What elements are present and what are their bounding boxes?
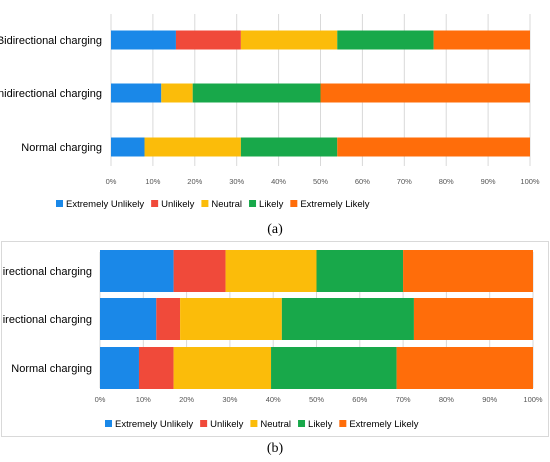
chart-a-bar-unidirectional-charging-extremely-unlikely bbox=[111, 83, 162, 103]
chart-a-category-label: Unidirectional charging bbox=[0, 88, 102, 100]
chart-b-legend-label-unlikely: Unlikely bbox=[210, 419, 244, 430]
chart-a-category-label: Normal charging bbox=[21, 142, 102, 154]
chart-b-x-tick-label: 0% bbox=[95, 395, 106, 404]
chart-a: 0% 10% 20% 30% 40% 50% 60% 70% 80% 90% 100% Bidirec… bbox=[0, 0, 550, 214]
chart-b-legend-label-extremely-unlikely: Extremely Unlikely bbox=[115, 419, 193, 430]
chart-b-x-tick-label: 20% bbox=[179, 395, 194, 404]
chart-b-x-tick-label: 60% bbox=[352, 395, 367, 404]
chart-b-bar-normal-charging-extremely-likely bbox=[396, 347, 533, 389]
chart-b-bar-normal-charging-likely bbox=[271, 347, 397, 389]
caption-a: (a) bbox=[267, 222, 283, 237]
chart-b-bar-unidirectional-charging-extremely-likely bbox=[413, 298, 533, 340]
chart-b-bar-bidirectional-charging-extremely-unlikely bbox=[100, 250, 174, 292]
chart-b-bar-unidirectional-charging-extremely-unlikely bbox=[100, 298, 157, 340]
chart-b-category-label: Unidirectional charging bbox=[2, 314, 92, 326]
chart-a-legend-label-extremely-unlikely: Extremely Unlikely bbox=[66, 199, 144, 210]
chart-b-x-tick-label: 100% bbox=[523, 395, 543, 404]
chart-a-x-tick-label: 80% bbox=[439, 177, 454, 186]
chart-a-bar-normal-charging-neutral bbox=[144, 137, 241, 157]
chart-b-bar-unidirectional-charging-unlikely bbox=[156, 298, 181, 340]
chart-b-legend-label-neutral: Neutral bbox=[260, 419, 291, 430]
chart-a-x-tick-label: 0% bbox=[106, 177, 117, 186]
chart-a-legend-swatch-likely bbox=[249, 200, 257, 207]
chart-b-x-tick-label: 70% bbox=[396, 395, 411, 404]
chart-b-bar-normal-charging-neutral bbox=[173, 347, 272, 389]
chart-a-legend-swatch-extremely-unlikely bbox=[56, 200, 63, 207]
chart-b-x-tick-label: 40% bbox=[266, 395, 281, 404]
chart-a-svg: 0% 10% 20% 30% 40% 50% 60% 70% 80% 90% 100% Bidirec… bbox=[0, 14, 540, 210]
chart-a-legend-label-extremely-likely: Extremely Likely bbox=[300, 199, 369, 210]
chart-b-bar-unidirectional-charging-neutral bbox=[180, 298, 282, 340]
chart-a-legend-label-unlikely: Unlikely bbox=[161, 199, 195, 210]
chart-b-bar-bidirectional-charging-extremely-likely bbox=[403, 250, 533, 292]
chart-b-legend-swatch-likely bbox=[298, 420, 306, 427]
chart-a-x-tick-label: 70% bbox=[397, 177, 412, 186]
chart-b: 0% 10% 20% 30% 40% 50% 60% 70% 80% 90% 100% Bidirec… bbox=[1, 241, 549, 437]
chart-a-bar-bidirectional-charging-unlikely bbox=[175, 30, 241, 50]
chart-b-legend-swatch-extremely-likely bbox=[339, 420, 347, 427]
chart-b-svg: 0% 10% 20% 30% 40% 50% 60% 70% 80% 90% 100% Bidirec… bbox=[2, 250, 543, 430]
chart-b-category-label: Bidirectional charging bbox=[2, 266, 92, 278]
chart-b-x-tick-label: 10% bbox=[136, 395, 151, 404]
chart-b-bar-bidirectional-charging-neutral bbox=[225, 250, 317, 292]
chart-a-bar-bidirectional-charging-extremely-likely bbox=[433, 30, 530, 50]
chart-b-legend-swatch-neutral bbox=[250, 420, 258, 427]
chart-a-bar-unidirectional-charging-extremely-likely bbox=[320, 83, 530, 103]
chart-a-x-tick-label: 100% bbox=[520, 177, 540, 186]
chart-b-bar-unidirectional-charging-likely bbox=[281, 298, 414, 340]
chart-a-legend-label-neutral: Neutral bbox=[211, 199, 242, 210]
chart-a-x-tick-label: 60% bbox=[355, 177, 370, 186]
chart-a-bar-unidirectional-charging-likely bbox=[192, 83, 321, 103]
chart-a-category-label: Bidirectional charging bbox=[0, 35, 102, 47]
chart-b-x-tick-label: 90% bbox=[482, 395, 497, 404]
chart-a-x-tick-label: 50% bbox=[313, 177, 328, 186]
chart-b-x-tick-label: 30% bbox=[222, 395, 237, 404]
chart-a-x-tick-label: 20% bbox=[187, 177, 202, 186]
chart-b-legend-label-extremely-likely: Extremely Likely bbox=[349, 419, 418, 430]
chart-a-bar-bidirectional-charging-likely bbox=[337, 30, 434, 50]
chart-a-bar-normal-charging-extremely-unlikely bbox=[111, 137, 145, 157]
chart-a-bar-unidirectional-charging-neutral bbox=[161, 83, 193, 103]
chart-b-x-tick-label: 50% bbox=[309, 395, 324, 404]
chart-a-x-tick-label: 40% bbox=[271, 177, 286, 186]
chart-a-bar-bidirectional-charging-neutral bbox=[240, 30, 338, 50]
chart-a-bar-normal-charging-likely bbox=[240, 137, 338, 157]
chart-b-category-label: Normal charging bbox=[11, 363, 92, 375]
chart-a-legend-swatch-unlikely bbox=[151, 200, 159, 207]
chart-b-legend-swatch-unlikely bbox=[200, 420, 208, 427]
chart-a-legend-label-likely: Likely bbox=[259, 199, 284, 210]
caption-b: (b) bbox=[266, 441, 284, 456]
chart-a-x-tick-label: 90% bbox=[481, 177, 496, 186]
chart-a-bar-normal-charging-extremely-likely bbox=[337, 137, 530, 157]
chart-b-bar-normal-charging-unlikely bbox=[138, 347, 174, 389]
chart-b-bar-bidirectional-charging-likely bbox=[316, 250, 404, 292]
chart-a-legend-swatch-extremely-likely bbox=[290, 200, 298, 207]
chart-a-x-tick-label: 10% bbox=[145, 177, 160, 186]
chart-b-legend-swatch-extremely-unlikely bbox=[105, 420, 112, 427]
chart-b-legend-label-likely: Likely bbox=[308, 419, 333, 430]
chart-b-bar-normal-charging-extremely-unlikely bbox=[100, 347, 139, 389]
chart-a-legend-swatch-neutral bbox=[201, 200, 209, 207]
chart-a-bar-bidirectional-charging-extremely-unlikely bbox=[111, 30, 176, 50]
chart-b-x-tick-label: 80% bbox=[439, 395, 454, 404]
chart-b-bar-bidirectional-charging-unlikely bbox=[173, 250, 226, 292]
chart-a-x-tick-label: 30% bbox=[229, 177, 244, 186]
